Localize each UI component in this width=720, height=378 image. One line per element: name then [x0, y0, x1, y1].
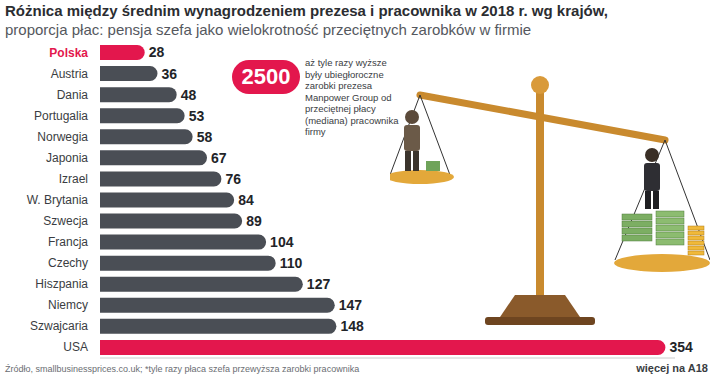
svg-text:89: 89 — [246, 213, 262, 229]
svg-text:110: 110 — [280, 255, 303, 271]
svg-text:104: 104 — [270, 234, 294, 250]
svg-text:Japonia: Japonia — [46, 151, 88, 165]
html-text:proporcja płac: pensja szefa j: proporcja płac: pensja szefa jako wielok… — [5, 21, 532, 38]
svg-text:Izrael: Izrael — [59, 172, 88, 186]
svg-text:Szwajcaria: Szwajcaria — [30, 319, 88, 333]
svg-text:USA: USA — [63, 340, 88, 354]
svg-text:67: 67 — [211, 150, 227, 166]
svg-text:Dania: Dania — [57, 88, 89, 102]
html-text:więcej na A18: więcej na A18 — [636, 362, 708, 374]
html-text:Źródło, smallbusinessprices.co: Źródło, smallbusinessprices.co.uk; *tyle… — [5, 364, 360, 374]
svg-text:148: 148 — [340, 318, 364, 334]
svg-text:354: 354 — [669, 339, 693, 355]
svg-text:Norwegia: Norwegia — [37, 130, 88, 144]
svg-text:Polska: Polska — [49, 46, 88, 60]
svg-text:48: 48 — [181, 87, 197, 103]
svg-text:58: 58 — [197, 129, 213, 145]
svg-text:36: 36 — [162, 66, 178, 82]
html-text:aż tyle razy wyższe były ubieg: aż tyle razy wyższe były ubiegłoroczne z… — [305, 57, 399, 137]
svg-text:Szwecja: Szwecja — [43, 214, 88, 228]
svg-text:Niemcy: Niemcy — [48, 298, 88, 312]
svg-text:Hiszpania: Hiszpania — [35, 277, 88, 291]
svg-text:W. Brytania: W. Brytania — [27, 193, 89, 207]
svg-text:Portugalia: Portugalia — [34, 109, 88, 123]
svg-text:84: 84 — [238, 192, 254, 208]
svg-text:Czechy: Czechy — [48, 256, 88, 270]
svg-text:53: 53 — [189, 108, 205, 124]
svg-text:147: 147 — [339, 297, 363, 313]
svg-text:28: 28 — [149, 44, 165, 60]
svg-text:Austria: Austria — [51, 67, 89, 81]
svg-text:Francja: Francja — [48, 235, 88, 249]
svg-text:76: 76 — [225, 171, 241, 187]
svg-text:127: 127 — [307, 276, 331, 292]
html-text:2500: 2500 — [241, 64, 291, 89]
html-text:Różnica między średnim wynagro: Różnica między średnim wynagrodzeniem pr… — [5, 2, 608, 19]
